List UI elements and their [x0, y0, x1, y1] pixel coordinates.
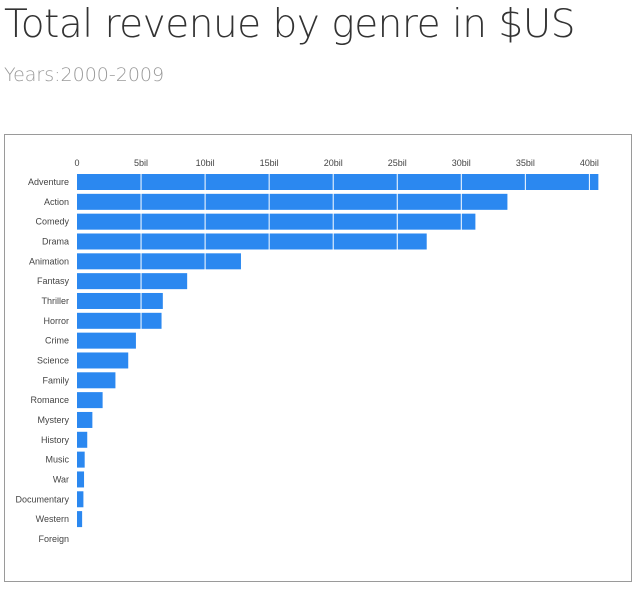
category-label-horror: Horror	[43, 316, 69, 326]
bar-action	[77, 193, 508, 210]
bar-family	[77, 372, 116, 389]
bar-horror	[77, 312, 162, 329]
bar-history	[77, 431, 88, 448]
bar-thriller	[77, 292, 163, 309]
category-label-western: Western	[36, 514, 69, 524]
bar-mystery	[77, 411, 93, 428]
x-tick-label-0: 0	[74, 158, 79, 168]
bar-fantasy	[77, 273, 188, 290]
bar-science	[77, 352, 129, 369]
category-label-fantasy: Fantasy	[37, 276, 70, 286]
x-tick-labels: 0 5bil 10bil 15bil 20bil 25bil 30bil 35bil 40bil	[74, 158, 598, 168]
x-tick-label-15: 15bil	[260, 158, 279, 168]
category-label-adventure: Adventure	[28, 177, 69, 187]
category-label-war: War	[53, 474, 69, 484]
category-label-documentary: Documentary	[15, 494, 69, 504]
category-label-drama: Drama	[42, 236, 69, 246]
bar-war	[77, 471, 85, 488]
x-tick-label-25: 25bil	[388, 158, 407, 168]
x-tick-label-35: 35bil	[516, 158, 535, 168]
x-tick-label-30: 30bil	[452, 158, 471, 168]
category-label-music: Music	[45, 455, 69, 465]
category-label-romance: Romance	[30, 395, 69, 405]
bar-drama	[77, 233, 427, 250]
bar-comedy	[77, 213, 476, 230]
category-labels: Adventure Action Comedy Drama Animation Fanta…	[15, 177, 69, 544]
chart-frame: 0 5bil 10bil 15bil 20bil 25bil 30bil 35bil 40bil…	[4, 134, 632, 582]
category-label-foreign: Foreign	[38, 534, 69, 544]
category-label-crime: Crime	[45, 336, 69, 346]
category-label-family: Family	[43, 375, 70, 385]
x-tick-label-20: 20bil	[324, 158, 343, 168]
bars-layer	[77, 174, 599, 528]
chart-title: Total revenue by genre in $US	[4, 2, 576, 47]
category-label-comedy: Comedy	[35, 217, 69, 227]
x-tick-label-5: 5bil	[134, 158, 148, 168]
bar-documentary	[77, 491, 84, 508]
chart-subtitle: Years:2000-2009	[4, 64, 165, 86]
category-label-action: Action	[44, 197, 69, 207]
bar-music	[77, 451, 85, 468]
x-tick-label-10: 10bil	[196, 158, 215, 168]
bar-western	[77, 511, 83, 528]
bar-romance	[77, 392, 103, 409]
bar-chart: 0 5bil 10bil 15bil 20bil 25bil 30bil 35bil 40bil…	[15, 158, 599, 547]
grid-layer	[140, 173, 590, 547]
category-label-science: Science	[37, 355, 69, 365]
category-label-history: History	[41, 435, 70, 445]
bar-animation	[77, 253, 241, 270]
bar-crime	[77, 332, 136, 349]
bar-adventure	[77, 174, 599, 190]
category-label-animation: Animation	[29, 256, 69, 266]
category-label-mystery: Mystery	[38, 415, 70, 425]
x-tick-label-40: 40bil	[580, 158, 599, 168]
category-label-thriller: Thriller	[41, 296, 69, 306]
